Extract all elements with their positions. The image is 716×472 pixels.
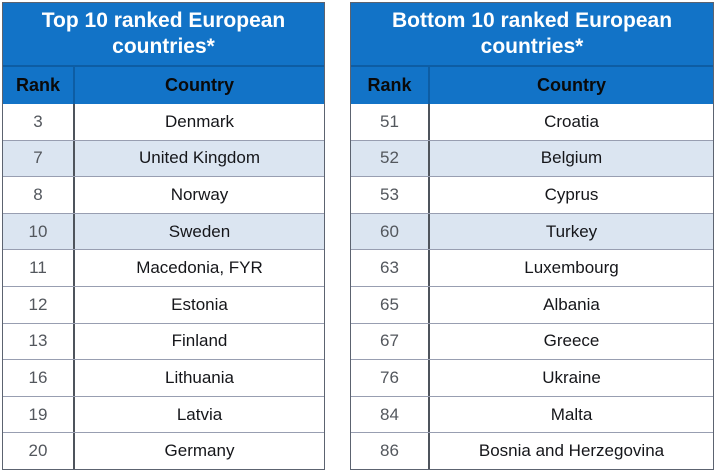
country-cell: Denmark [165,111,234,131]
table-row: 3 Denmark [3,104,324,140]
country-cell: Ukraine [542,367,601,387]
table-row: 67 Greece [351,322,713,360]
table-row: 10 Sweden [3,212,324,250]
table-row: 8 Norway [3,176,324,213]
rank-cell: 52 [351,140,430,177]
country-cell: Albania [543,294,600,314]
bottom10-table: Bottom 10 ranked European countries* Ran… [350,2,714,470]
rank-cell: 3 [3,104,75,140]
top10-table-title: Top 10 ranked European countries* [3,3,324,67]
table-row: 60 Turkey [351,212,713,250]
bottom10-country-column-header: Country [537,75,606,95]
table-row: 86 Bosnia and Herzegovina [351,432,713,469]
table-row: 65 Albania [351,285,713,323]
table-row: 12 Estonia [3,285,324,323]
country-cell: Germany [164,441,235,461]
top10-table: Top 10 ranked European countries* Rank C… [2,2,325,470]
country-cell: Greece [543,331,600,351]
rank-cell: 16 [3,360,75,396]
rank-cell: 67 [351,323,430,360]
country-cell: Croatia [544,111,599,131]
table-row: 63 Luxembourg [351,249,713,286]
rank-cell: 76 [351,360,430,396]
country-cell: Bosnia and Herzegovina [478,441,665,461]
rank-cell: 11 [3,250,75,286]
country-cell: Lithuania [164,367,234,387]
table-row: 13 Finland [3,322,324,360]
table-row: 7 United Kingdom [3,139,324,177]
top10-rank-column-header: Rank [3,67,75,104]
bottom10-table-title: Bottom 10 ranked European countries* [351,3,713,67]
country-cell: Turkey [545,221,598,241]
country-cell: Malta [550,404,593,424]
country-cell: United Kingdom [139,148,260,168]
bottom10-table-body: 51 Croatia 52 Belgium 53 Cyprus 60 Turkey 63 Luxe… [351,104,713,469]
rank-cell: 51 [351,104,430,140]
rank-cell: 53 [351,177,430,213]
rank-cell: 63 [351,250,430,286]
rank-cell: 84 [351,396,430,433]
country-cell: Sweden [168,221,231,241]
table-row: 53 Cyprus [351,176,713,213]
rank-cell: 12 [3,286,75,323]
rank-cell: 20 [3,433,75,469]
table-row: 51 Croatia [351,104,713,140]
country-cell: Norway [170,184,229,204]
rank-cell: 13 [3,323,75,360]
country-cell: Belgium [540,148,603,168]
top10-country-column-header: Country [165,75,234,95]
table-row: 20 Germany [3,432,324,469]
rank-cell: 60 [351,213,430,250]
country-cell: Cyprus [544,184,599,204]
rank-cell: 86 [351,433,430,469]
country-cell: Luxembourg [524,258,619,278]
table-row: 19 Latvia [3,395,324,433]
country-cell: Finland [171,331,228,351]
bottom10-rank-column-header: Rank [351,67,430,104]
table-row: 76 Ukraine [351,359,713,396]
bottom10-column-header-row: Rank Country [351,67,713,104]
top10-table-body: 3 Denmark 7 United Kingdom 8 Norway 10 Sweden 11… [3,104,324,469]
table-row: 16 Lithuania [3,359,324,396]
country-cell: Estonia [171,294,228,314]
table-row: 52 Belgium [351,139,713,177]
rank-cell: 65 [351,286,430,323]
top10-column-header-row: Rank Country [3,67,324,104]
table-row: 84 Malta [351,395,713,433]
rank-cell: 8 [3,177,75,213]
rank-cell: 19 [3,396,75,433]
rank-cell: 10 [3,213,75,250]
rank-cell: 7 [3,140,75,177]
country-cell: Latvia [176,404,223,424]
table-row: 11 Macedonia, FYR [3,249,324,286]
country-cell: Macedonia, FYR [136,258,263,278]
